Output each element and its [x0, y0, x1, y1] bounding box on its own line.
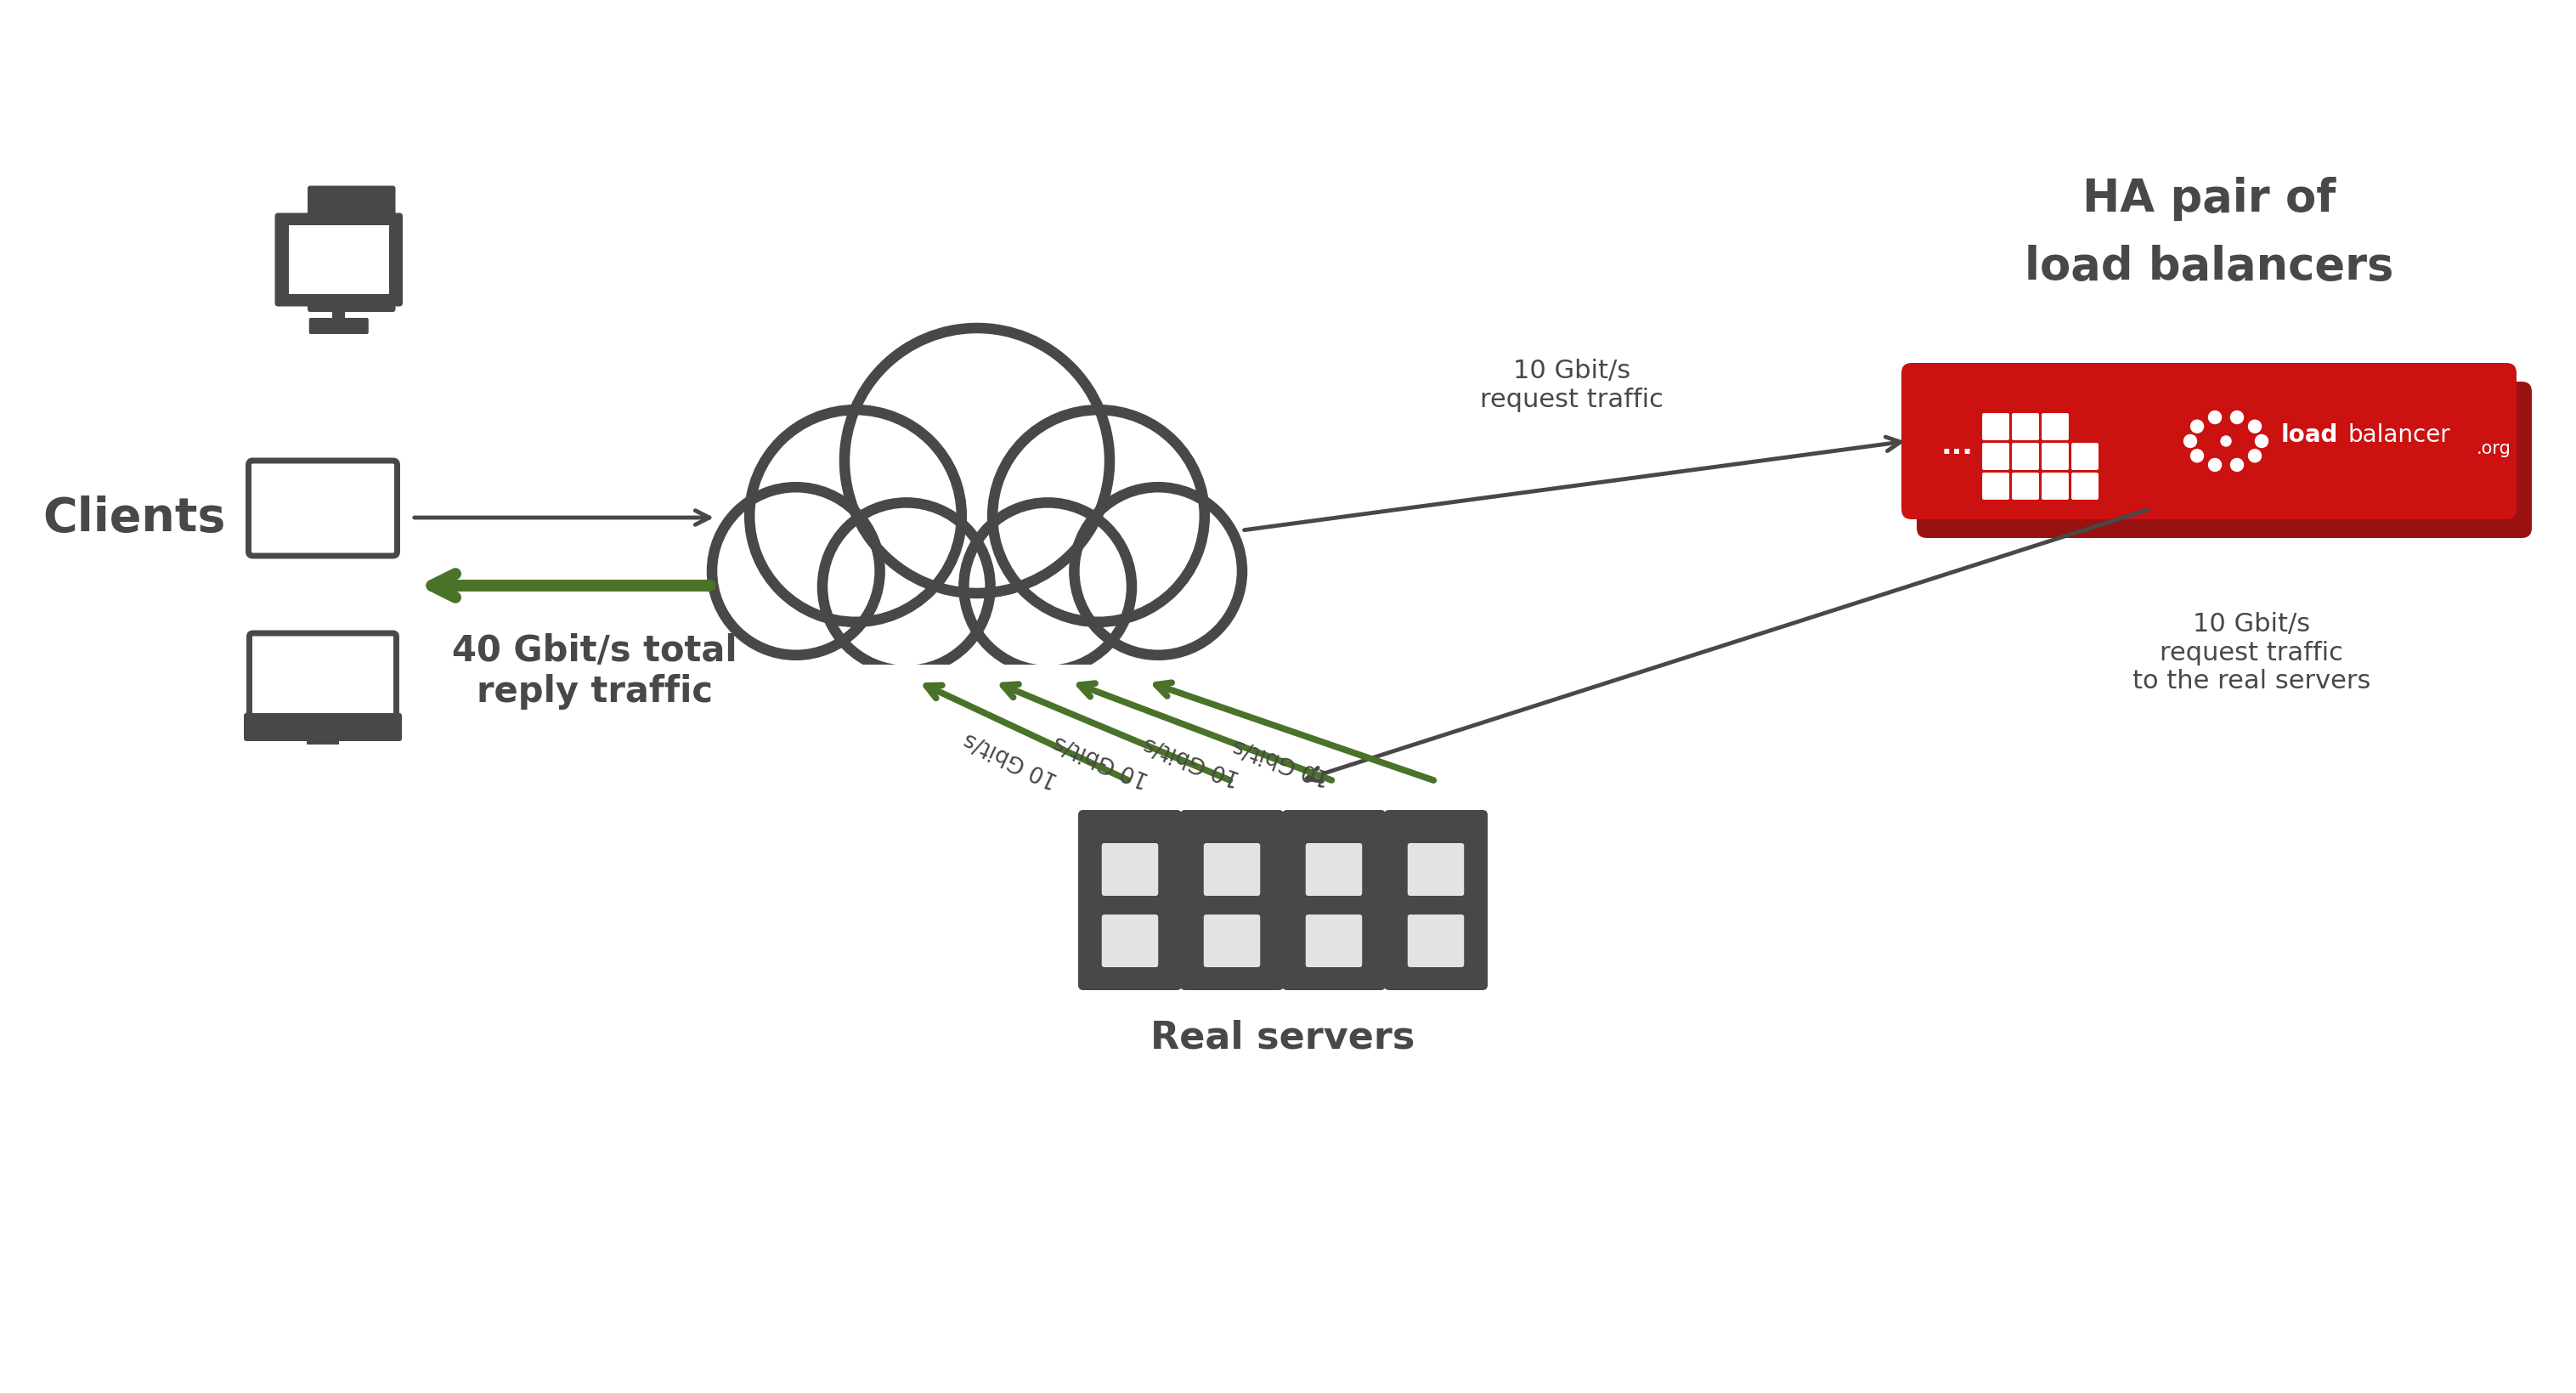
FancyBboxPatch shape — [307, 187, 397, 312]
FancyBboxPatch shape — [1383, 811, 1489, 990]
FancyBboxPatch shape — [263, 648, 384, 710]
Circle shape — [992, 411, 1206, 623]
Circle shape — [963, 503, 1131, 671]
Circle shape — [1074, 488, 1242, 656]
FancyBboxPatch shape — [245, 713, 402, 741]
FancyBboxPatch shape — [1306, 915, 1363, 968]
FancyBboxPatch shape — [2012, 443, 2040, 471]
Circle shape — [2249, 421, 2262, 433]
Circle shape — [2231, 411, 2244, 425]
FancyBboxPatch shape — [1917, 382, 2532, 539]
Circle shape — [2190, 450, 2202, 462]
Circle shape — [845, 329, 1110, 593]
Circle shape — [2208, 460, 2221, 472]
FancyBboxPatch shape — [307, 734, 340, 745]
FancyBboxPatch shape — [1103, 915, 1159, 968]
Circle shape — [2221, 436, 2231, 447]
FancyBboxPatch shape — [2071, 443, 2099, 471]
FancyBboxPatch shape — [332, 301, 345, 323]
Circle shape — [2254, 435, 2267, 449]
FancyBboxPatch shape — [1079, 811, 1182, 990]
Circle shape — [711, 488, 881, 656]
FancyBboxPatch shape — [325, 279, 379, 295]
Text: 10 Gbit/s: 10 Gbit/s — [1231, 733, 1334, 787]
FancyBboxPatch shape — [1203, 843, 1260, 896]
Text: 10 Gbit/s
request traffic: 10 Gbit/s request traffic — [1481, 359, 1664, 412]
FancyBboxPatch shape — [309, 319, 368, 334]
FancyBboxPatch shape — [276, 213, 402, 306]
Bar — [701, 560, 1252, 683]
Circle shape — [2190, 421, 2202, 433]
FancyBboxPatch shape — [1306, 843, 1363, 896]
FancyBboxPatch shape — [1180, 811, 1283, 990]
Text: 10 Gbit/s: 10 Gbit/s — [961, 727, 1061, 790]
FancyBboxPatch shape — [2012, 412, 2040, 442]
Text: .org: .org — [2476, 440, 2512, 457]
Text: load: load — [2282, 423, 2339, 447]
FancyBboxPatch shape — [1981, 412, 2009, 442]
Text: 10 Gbit/s: 10 Gbit/s — [1051, 730, 1151, 788]
Text: Real servers: Real servers — [1151, 1020, 1414, 1056]
Text: HA pair of: HA pair of — [2081, 177, 2336, 221]
FancyBboxPatch shape — [1203, 915, 1260, 968]
FancyBboxPatch shape — [2071, 472, 2099, 501]
FancyBboxPatch shape — [1981, 472, 2009, 501]
Circle shape — [822, 503, 989, 671]
FancyBboxPatch shape — [1901, 364, 2517, 520]
Text: 40 Gbit/s total
reply traffic: 40 Gbit/s total reply traffic — [453, 632, 737, 709]
Text: load balancers: load balancers — [2025, 245, 2393, 288]
FancyBboxPatch shape — [289, 226, 389, 295]
Circle shape — [2208, 411, 2221, 425]
FancyBboxPatch shape — [2040, 443, 2069, 471]
Text: ...: ... — [1942, 432, 1973, 460]
FancyBboxPatch shape — [263, 474, 384, 545]
Circle shape — [750, 411, 961, 623]
Text: 10 Gbit/s: 10 Gbit/s — [1141, 731, 1244, 788]
Circle shape — [2231, 460, 2244, 472]
Text: Clients: Clients — [41, 495, 227, 540]
Circle shape — [2249, 450, 2262, 462]
FancyBboxPatch shape — [1981, 443, 2009, 471]
FancyBboxPatch shape — [1283, 811, 1386, 990]
Text: balancer: balancer — [2347, 423, 2450, 447]
FancyBboxPatch shape — [2040, 412, 2069, 442]
FancyBboxPatch shape — [2012, 472, 2040, 501]
FancyBboxPatch shape — [2040, 472, 2069, 501]
FancyBboxPatch shape — [1103, 843, 1159, 896]
Text: 10 Gbit/s
request traffic
to the real servers: 10 Gbit/s request traffic to the real se… — [2133, 612, 2370, 694]
FancyBboxPatch shape — [1406, 915, 1463, 968]
FancyBboxPatch shape — [1406, 843, 1463, 896]
Circle shape — [2184, 435, 2197, 449]
